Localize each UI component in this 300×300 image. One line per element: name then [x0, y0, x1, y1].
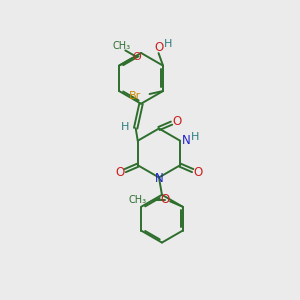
Text: N: N [182, 134, 191, 147]
Text: Br: Br [129, 91, 141, 100]
Text: CH₃: CH₃ [128, 195, 146, 205]
Text: O: O [115, 166, 124, 178]
Text: O: O [154, 41, 163, 54]
Text: N: N [154, 172, 163, 184]
Text: O: O [194, 166, 203, 178]
Text: CH₃: CH₃ [112, 41, 130, 51]
Text: H: H [191, 132, 199, 142]
Text: O: O [160, 194, 169, 206]
Text: H: H [121, 122, 129, 132]
Text: O: O [172, 115, 182, 128]
Text: O: O [132, 52, 141, 62]
Text: H: H [164, 38, 172, 49]
